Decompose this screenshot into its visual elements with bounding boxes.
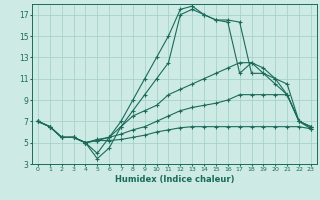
X-axis label: Humidex (Indice chaleur): Humidex (Indice chaleur) [115, 175, 234, 184]
